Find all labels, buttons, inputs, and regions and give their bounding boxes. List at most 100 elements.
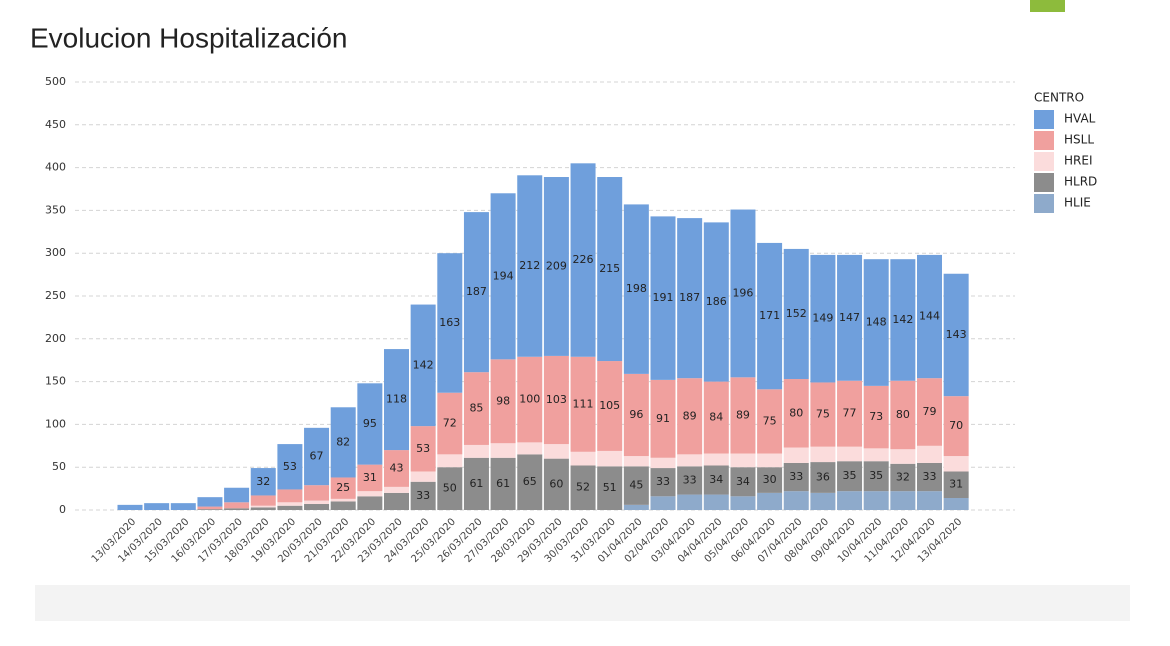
data-label: 31 xyxy=(363,471,377,484)
data-label: 51 xyxy=(603,481,617,494)
bar-segment xyxy=(703,494,729,510)
bar-segment xyxy=(757,492,783,510)
legend-label: HSLL xyxy=(1064,133,1094,147)
bar-segment xyxy=(783,462,809,492)
bar-segment xyxy=(384,492,409,510)
data-label: 186 xyxy=(706,295,727,308)
data-label: 77 xyxy=(843,407,857,420)
chart-title: Evolucion Hospitalización xyxy=(30,22,348,53)
bar-segment xyxy=(703,222,729,382)
bar-segment xyxy=(917,462,942,492)
bar-segment xyxy=(703,465,729,495)
bar-segment xyxy=(757,453,783,468)
bar-segment xyxy=(650,468,676,497)
data-label: 52 xyxy=(576,481,590,494)
bar-segment xyxy=(730,467,756,497)
data-label: 103 xyxy=(546,393,567,406)
data-label: 171 xyxy=(759,309,780,322)
bar-segment xyxy=(677,454,703,467)
bar-segment xyxy=(250,507,276,510)
bar-segment xyxy=(357,496,383,510)
data-label: 65 xyxy=(523,475,537,488)
bar-segment xyxy=(463,444,489,458)
data-label: 79 xyxy=(923,405,937,418)
bar-segment xyxy=(277,505,303,510)
data-label: 73 xyxy=(869,410,883,423)
bar-segment xyxy=(543,444,569,459)
legend-title: CENTRO xyxy=(1034,91,1084,105)
bar-segment xyxy=(943,471,969,499)
data-label: 98 xyxy=(496,394,510,407)
bar-segment xyxy=(810,382,836,447)
data-label: 31 xyxy=(949,478,963,491)
bar-segment xyxy=(330,498,356,502)
bar-segment xyxy=(250,468,276,496)
bar-segment xyxy=(250,505,276,508)
bar-segment xyxy=(384,486,409,493)
bar-segment xyxy=(677,494,703,510)
data-label: 34 xyxy=(736,475,750,488)
bar-segment xyxy=(650,379,676,458)
y-tick-label: 250 xyxy=(45,289,66,302)
data-label: 91 xyxy=(656,412,670,425)
bar-segment xyxy=(730,496,756,510)
bar-segment xyxy=(463,212,489,373)
data-label: 198 xyxy=(626,282,647,295)
bar-segment xyxy=(597,450,623,467)
data-label: 209 xyxy=(546,259,567,272)
y-tick-label: 150 xyxy=(45,375,66,388)
data-label: 33 xyxy=(656,475,670,488)
bar-segment xyxy=(677,466,703,495)
data-label: 196 xyxy=(732,286,753,299)
y-tick-label: 500 xyxy=(45,75,66,88)
bar-segment xyxy=(490,443,516,458)
bar-segment xyxy=(410,426,436,472)
bar-segment xyxy=(410,471,436,482)
data-label: 212 xyxy=(519,259,540,272)
data-label: 33 xyxy=(683,473,697,486)
data-label: 143 xyxy=(946,328,967,341)
bar-segment xyxy=(597,177,623,362)
bar-segment xyxy=(623,504,649,510)
bar-segment xyxy=(490,457,516,510)
bar-segment xyxy=(943,396,969,457)
legend-swatch xyxy=(1034,131,1054,150)
bar-segment xyxy=(304,485,330,501)
bar-segment xyxy=(463,372,489,445)
bar-segment xyxy=(277,502,303,506)
bar-segment xyxy=(357,464,383,492)
bar-segment xyxy=(757,389,783,454)
bar-segment xyxy=(837,254,863,381)
bar-segment xyxy=(570,465,596,510)
data-label: 33 xyxy=(416,489,430,502)
y-tick-label: 400 xyxy=(45,161,66,174)
bar-segment xyxy=(304,500,330,505)
bar-segment xyxy=(330,501,356,510)
bar-segment xyxy=(437,467,463,510)
bar-segment xyxy=(917,491,942,510)
bar-segment xyxy=(463,457,489,510)
bar-segment xyxy=(517,175,543,357)
bar-segment xyxy=(730,453,756,468)
data-label: 84 xyxy=(709,411,723,424)
bar-segment xyxy=(917,378,942,446)
bar-segment xyxy=(810,446,836,463)
bar-segment xyxy=(677,218,703,379)
legend-label: HLIE xyxy=(1064,196,1091,210)
data-label: 191 xyxy=(653,291,674,304)
data-label: 100 xyxy=(519,393,540,406)
bar-segment xyxy=(517,356,543,443)
bar-segment xyxy=(837,491,863,510)
bar-segment xyxy=(810,254,836,383)
bar-segment xyxy=(810,462,836,493)
data-label: 35 xyxy=(869,469,883,482)
bar-segment xyxy=(677,378,703,455)
data-label: 95 xyxy=(363,417,377,430)
bar-segment xyxy=(490,359,516,444)
data-label: 147 xyxy=(839,311,860,324)
legend-swatch xyxy=(1034,194,1054,213)
bar-segment xyxy=(570,451,596,466)
data-label: 105 xyxy=(599,399,620,412)
data-label: 32 xyxy=(256,475,270,488)
bar-segment xyxy=(650,496,676,510)
